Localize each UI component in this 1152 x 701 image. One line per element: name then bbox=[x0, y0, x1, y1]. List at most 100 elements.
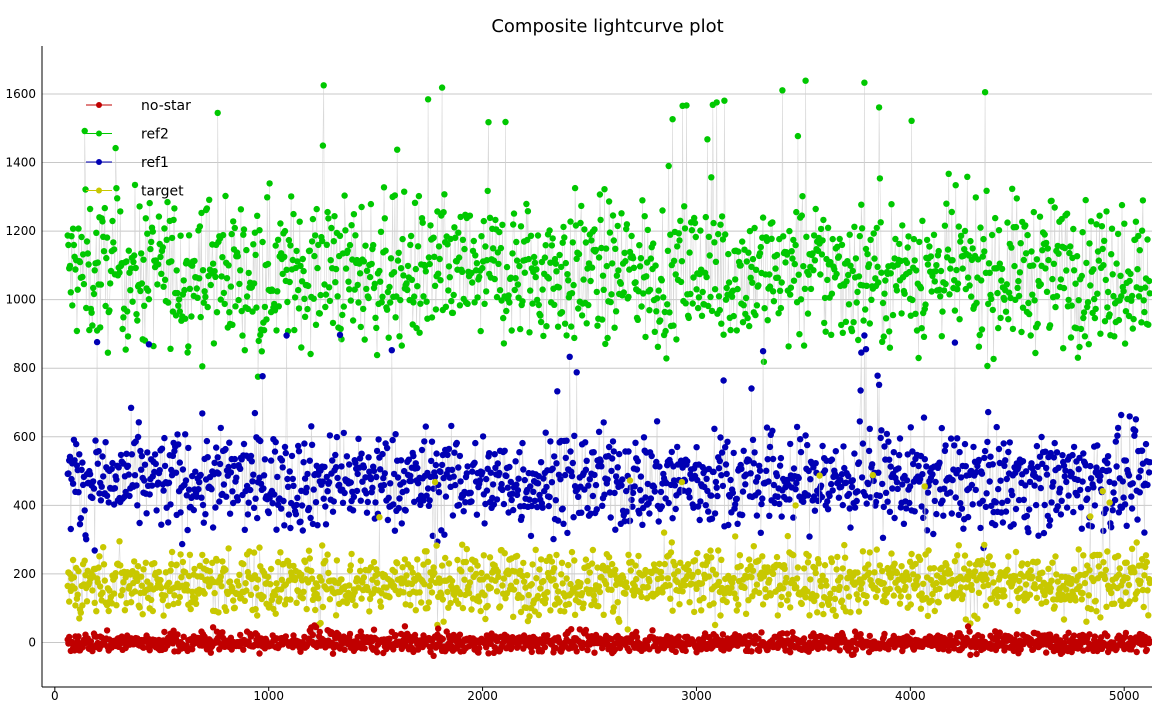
series-ref1 bbox=[64, 331, 1152, 554]
data-point bbox=[456, 631, 464, 638]
data-point bbox=[972, 486, 979, 494]
data-point bbox=[237, 465, 244, 472]
data-point bbox=[528, 581, 535, 588]
data-point bbox=[676, 601, 683, 608]
data-point bbox=[1102, 276, 1110, 284]
data-point bbox=[78, 233, 85, 241]
data-point bbox=[1132, 218, 1140, 225]
data-point bbox=[106, 587, 113, 594]
data-point bbox=[472, 252, 479, 259]
data-point bbox=[67, 289, 75, 296]
data-point bbox=[334, 474, 341, 482]
data-point bbox=[826, 492, 833, 500]
data-point bbox=[632, 439, 639, 446]
data-point bbox=[279, 464, 286, 471]
data-point bbox=[137, 287, 144, 295]
data-point bbox=[463, 470, 470, 477]
data-point bbox=[295, 305, 303, 312]
data-point bbox=[1012, 505, 1020, 513]
data-point bbox=[670, 322, 677, 329]
data-point bbox=[278, 505, 285, 512]
data-point bbox=[518, 594, 525, 601]
data-point bbox=[1128, 292, 1136, 300]
data-point bbox=[355, 435, 362, 442]
data-point bbox=[993, 265, 1000, 272]
data-point bbox=[501, 447, 508, 454]
data-point bbox=[995, 227, 1003, 234]
data-point bbox=[255, 337, 262, 345]
data-point bbox=[548, 242, 556, 249]
data-point bbox=[719, 482, 727, 490]
data-point bbox=[753, 512, 761, 519]
data-point bbox=[1122, 457, 1130, 464]
data-point bbox=[469, 279, 476, 286]
data-point bbox=[1060, 284, 1068, 292]
data-point bbox=[1012, 548, 1020, 556]
data-point bbox=[923, 463, 930, 470]
data-point bbox=[1145, 277, 1152, 285]
data-point bbox=[430, 652, 437, 659]
data-point bbox=[988, 295, 995, 303]
data-point bbox=[959, 592, 966, 599]
data-point bbox=[299, 595, 306, 602]
data-point bbox=[632, 279, 639, 286]
data-point bbox=[893, 478, 901, 486]
data-point bbox=[165, 602, 172, 609]
data-point bbox=[1012, 223, 1020, 231]
data-point bbox=[646, 286, 654, 294]
data-point bbox=[648, 452, 655, 460]
data-point bbox=[133, 482, 140, 489]
data-point bbox=[479, 469, 486, 476]
data-point bbox=[418, 599, 425, 606]
data-point bbox=[517, 567, 524, 574]
data-point bbox=[308, 238, 316, 245]
data-point bbox=[517, 223, 525, 230]
data-point bbox=[490, 501, 498, 508]
data-point bbox=[367, 200, 375, 208]
data-point bbox=[803, 233, 810, 240]
data-point bbox=[759, 601, 767, 608]
data-point bbox=[800, 342, 808, 349]
data-point bbox=[643, 273, 650, 280]
data-point bbox=[185, 486, 193, 493]
data-point bbox=[140, 256, 147, 263]
data-point bbox=[160, 487, 167, 494]
data-point bbox=[640, 290, 647, 297]
data-point bbox=[449, 309, 457, 317]
data-point bbox=[373, 473, 380, 481]
data-point bbox=[290, 482, 297, 489]
data-point bbox=[794, 564, 802, 571]
data-point bbox=[795, 474, 802, 482]
data-point bbox=[1009, 185, 1016, 192]
data-point bbox=[921, 456, 928, 463]
data-point bbox=[683, 102, 690, 109]
data-point bbox=[931, 497, 938, 505]
data-point bbox=[985, 300, 992, 308]
data-point bbox=[160, 283, 167, 290]
data-point bbox=[272, 610, 279, 617]
data-point bbox=[1145, 321, 1152, 328]
data-point bbox=[452, 481, 459, 489]
data-point bbox=[299, 527, 306, 534]
data-point bbox=[325, 479, 333, 486]
data-point bbox=[300, 588, 307, 595]
data-point bbox=[793, 584, 800, 591]
data-point bbox=[920, 333, 928, 340]
data-point bbox=[305, 282, 312, 290]
data-point bbox=[428, 589, 436, 596]
data-point bbox=[281, 522, 288, 529]
data-point bbox=[854, 569, 861, 576]
data-point bbox=[345, 278, 352, 285]
data-point bbox=[746, 322, 753, 330]
data-point bbox=[679, 588, 686, 595]
data-point bbox=[822, 328, 829, 335]
data-point bbox=[827, 258, 834, 266]
data-point bbox=[143, 510, 150, 517]
data-point bbox=[985, 408, 992, 416]
data-point bbox=[383, 444, 391, 452]
data-point bbox=[935, 247, 942, 255]
data-point bbox=[882, 489, 890, 496]
data-point bbox=[651, 488, 658, 495]
data-point bbox=[424, 96, 432, 103]
data-point bbox=[1001, 592, 1008, 600]
